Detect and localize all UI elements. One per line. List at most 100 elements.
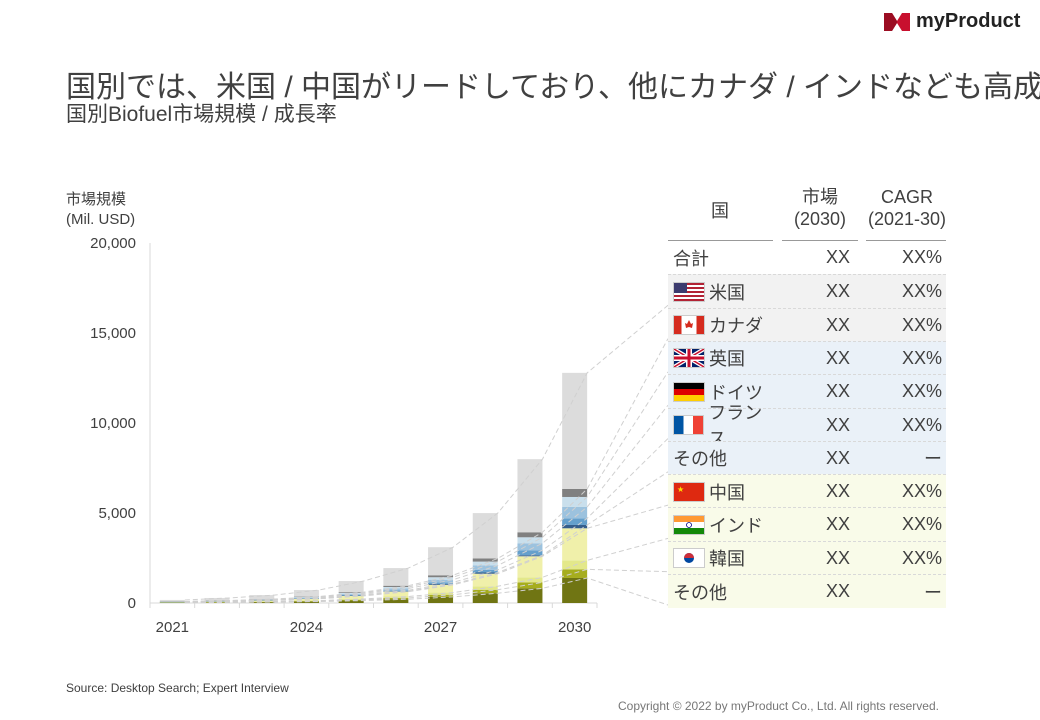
header-cagr: CAGR (2021-30) bbox=[862, 186, 952, 230]
market-cell: XX bbox=[825, 381, 850, 402]
table-row-fr: フランス XX XX% bbox=[668, 403, 946, 449]
bar-segment-ca-2025 bbox=[338, 592, 364, 593]
country-name: カナダ bbox=[709, 316, 763, 337]
country-name: その他 bbox=[673, 582, 727, 603]
bar-segment-cn-2029 bbox=[517, 556, 543, 578]
bar-segment-kr-2030 bbox=[562, 569, 588, 578]
country-cell: ドイツ bbox=[668, 379, 778, 405]
bar-segment-fr-2029 bbox=[517, 550, 543, 556]
header-market-l1: 市場 bbox=[802, 187, 838, 207]
header-country: 国 bbox=[711, 201, 729, 221]
market-cell: XX bbox=[825, 547, 850, 568]
bar-segment-us-2025 bbox=[338, 581, 364, 593]
y-tick-label: 0 bbox=[128, 595, 136, 612]
country-name: その他 bbox=[673, 449, 727, 470]
cagr-cell: XX% bbox=[901, 547, 942, 568]
bar-segment-asia_other-2024 bbox=[293, 601, 319, 603]
us-flag-icon bbox=[673, 281, 705, 302]
y-axis-label: 市場規模 (Mil. USD) bbox=[66, 190, 135, 230]
header-market: 市場 (2030) bbox=[782, 186, 858, 230]
country-cell: ★ 中国 bbox=[668, 479, 778, 505]
bar-segment-eu_other-2029 bbox=[517, 555, 543, 557]
bar-segment-cn-2026 bbox=[383, 591, 409, 597]
bar-segment-de-2025 bbox=[338, 593, 364, 595]
x-tick-label: 2024 bbox=[290, 619, 323, 636]
cagr-cell: XX% bbox=[901, 314, 942, 335]
bar-segment-asia_other-2028 bbox=[472, 593, 498, 603]
cagr-cell: ー bbox=[924, 449, 942, 470]
cagr-cell: XX% bbox=[901, 347, 942, 368]
y-tick-label: 5,000 bbox=[98, 505, 136, 522]
header-market-l2: (2030) bbox=[793, 209, 847, 229]
country-name: 韓国 bbox=[709, 549, 745, 570]
bar-segment-uk-2030 bbox=[562, 496, 588, 507]
bar-segment-us-2022 bbox=[204, 597, 230, 601]
bar-segment-uk-2029 bbox=[517, 537, 543, 544]
bar-segment-de-2029 bbox=[517, 543, 543, 551]
bar-segment-fr-2028 bbox=[472, 569, 498, 573]
bar-segment-asia_other-2025 bbox=[338, 600, 364, 603]
country-cell: カナダ bbox=[668, 312, 778, 338]
bar-segment-cn-2025 bbox=[338, 595, 364, 599]
country-name: インド bbox=[709, 515, 763, 536]
bar-segment-ca-2027 bbox=[428, 575, 454, 578]
country-cell: 英国 bbox=[668, 345, 778, 371]
bar-segment-ca-2029 bbox=[517, 532, 543, 538]
country-name: 合計 bbox=[673, 248, 709, 269]
bar-segment-asia_other-2029 bbox=[517, 588, 543, 603]
connector-line-in bbox=[184, 537, 669, 603]
page-subtitle: 国別Biofuel市場規模 / 成長率 bbox=[66, 103, 337, 126]
cagr-cell: XX% bbox=[901, 381, 942, 402]
country-cell: その他 bbox=[668, 445, 778, 471]
connector-line-eu_other bbox=[184, 471, 669, 603]
germany-flag-icon bbox=[673, 381, 705, 402]
table-row-uk: 英国 XX XX% bbox=[668, 340, 946, 375]
country-cell: 韓国 bbox=[668, 545, 778, 571]
country-cell: インド bbox=[668, 512, 778, 538]
country-name: 中国 bbox=[709, 482, 745, 503]
france-flag-icon bbox=[673, 415, 705, 435]
bar-segment-in-2027 bbox=[428, 592, 454, 595]
bar-segment-kr-2027 bbox=[428, 594, 454, 597]
bar-segment-us-2023 bbox=[249, 595, 275, 600]
market-cell: XX bbox=[825, 481, 850, 502]
connector-line-ca bbox=[184, 338, 669, 602]
country-name: ドイツ bbox=[709, 382, 763, 403]
header-divider bbox=[668, 240, 773, 241]
cagr-cell: XX% bbox=[901, 247, 942, 267]
cagr-cell: ー bbox=[924, 582, 942, 603]
table-row-de: ドイツ XX XX% bbox=[668, 374, 946, 409]
bar-segment-in-2025 bbox=[338, 598, 364, 600]
cagr-cell: XX% bbox=[901, 481, 942, 502]
bar-segment-uk-2025 bbox=[338, 592, 364, 594]
x-tick-label: 2030 bbox=[558, 619, 591, 636]
table-row-in: インド XX XX% bbox=[668, 507, 946, 542]
x-tick-label: 2021 bbox=[156, 619, 189, 636]
bar-segment-fr-2025 bbox=[338, 594, 364, 596]
connector-line-de bbox=[184, 404, 669, 603]
canada-flag-icon bbox=[673, 315, 705, 336]
market-cell: XX bbox=[825, 247, 850, 267]
bar-segment-eu_other-2028 bbox=[472, 572, 498, 574]
bar-segment-asia_other-2030 bbox=[562, 577, 588, 603]
table-row-kr: 韓国 XX XX% bbox=[668, 540, 946, 575]
bar-segment-asia_other-2027 bbox=[428, 596, 454, 603]
china-flag-icon: ★ bbox=[673, 481, 705, 502]
uk-flag-icon bbox=[673, 348, 705, 369]
header-cagr-l2: (2021-30) bbox=[867, 209, 947, 229]
bar-segment-kr-2029 bbox=[517, 582, 543, 589]
bar-segment-fr-2026 bbox=[383, 590, 409, 592]
header-divider bbox=[782, 240, 858, 241]
copyright: Copyright © 2022 by myProduct Co., Ltd. … bbox=[618, 699, 939, 713]
bar-segment-us-2028 bbox=[472, 513, 498, 559]
y-axis-label-line: (Mil. USD) bbox=[66, 211, 136, 228]
bar-segment-de-2028 bbox=[472, 565, 498, 570]
table-row-ca: カナダ XX XX% bbox=[668, 307, 946, 342]
country-name: 英国 bbox=[709, 349, 745, 370]
bar-segment-ca-2028 bbox=[472, 558, 498, 562]
table-row-total: 合計 XX XX% bbox=[668, 241, 946, 274]
country-cell: その他 bbox=[668, 579, 778, 605]
market-cell: XX bbox=[825, 514, 850, 535]
bar-segment-de-2027 bbox=[428, 579, 454, 583]
bar-segment-de-2030 bbox=[562, 506, 588, 519]
